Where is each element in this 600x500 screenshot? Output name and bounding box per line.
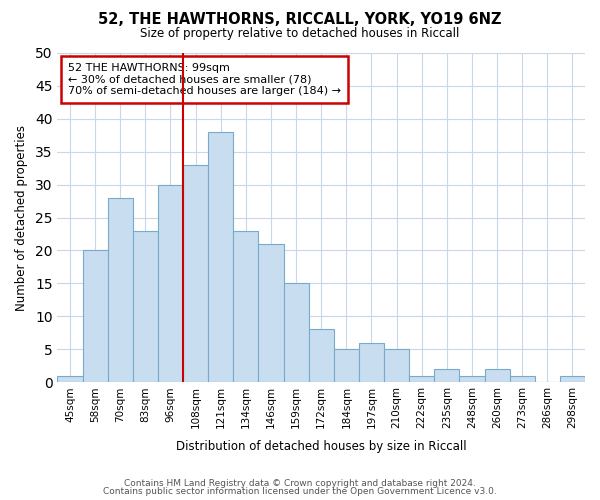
- Bar: [58, 376, 83, 382]
- Bar: [409, 376, 434, 382]
- Bar: [83, 250, 107, 382]
- Bar: [107, 198, 133, 382]
- Bar: [560, 376, 585, 382]
- Text: Contains HM Land Registry data © Crown copyright and database right 2024.: Contains HM Land Registry data © Crown c…: [124, 478, 476, 488]
- Bar: [208, 132, 233, 382]
- Bar: [308, 330, 334, 382]
- Bar: [158, 184, 183, 382]
- Text: Size of property relative to detached houses in Riccall: Size of property relative to detached ho…: [140, 28, 460, 40]
- Bar: [460, 376, 485, 382]
- Y-axis label: Number of detached properties: Number of detached properties: [15, 124, 28, 310]
- Text: 52, THE HAWTHORNS, RICCALL, YORK, YO19 6NZ: 52, THE HAWTHORNS, RICCALL, YORK, YO19 6…: [98, 12, 502, 28]
- Text: 52 THE HAWTHORNS: 99sqm
← 30% of detached houses are smaller (78)
70% of semi-de: 52 THE HAWTHORNS: 99sqm ← 30% of detache…: [68, 63, 341, 96]
- Bar: [259, 244, 284, 382]
- Bar: [434, 369, 460, 382]
- Text: Contains public sector information licensed under the Open Government Licence v3: Contains public sector information licen…: [103, 487, 497, 496]
- Bar: [359, 342, 384, 382]
- Bar: [233, 230, 259, 382]
- Bar: [509, 376, 535, 382]
- Bar: [334, 349, 359, 382]
- Bar: [133, 230, 158, 382]
- Bar: [284, 284, 308, 382]
- Bar: [183, 165, 208, 382]
- X-axis label: Distribution of detached houses by size in Riccall: Distribution of detached houses by size …: [176, 440, 467, 452]
- Bar: [384, 349, 409, 382]
- Bar: [485, 369, 509, 382]
